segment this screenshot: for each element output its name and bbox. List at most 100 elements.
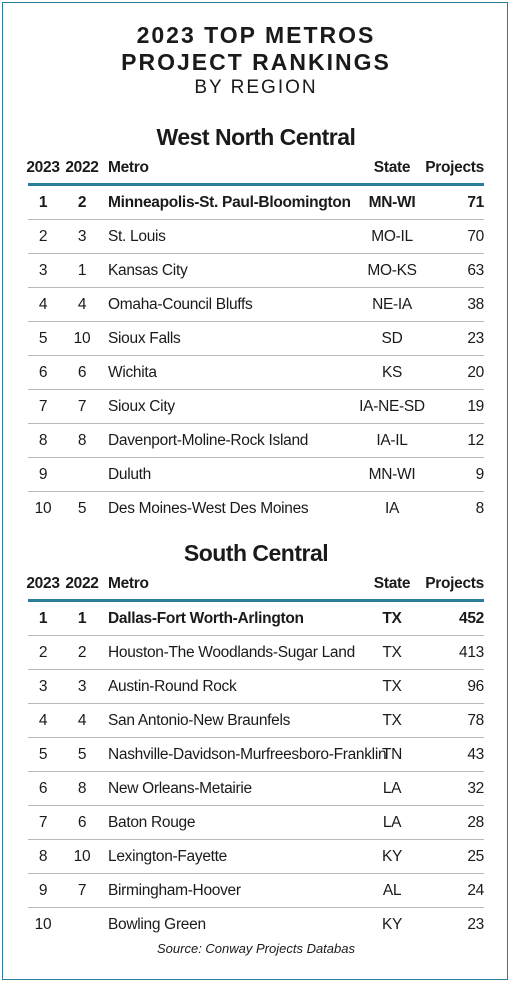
project-count: 71 [467, 193, 484, 211]
state: KY [381, 915, 403, 933]
rank-2023: 2 [38, 643, 48, 661]
table-row: 4 4 San Antonio-New Braunfels TX 78 [28, 704, 484, 738]
col-header-state: State [373, 159, 411, 176]
metro-name: Sioux Falls [108, 329, 181, 347]
table-row: 9 Duluth MN-WI 9 [28, 458, 484, 492]
rank-2022 [64, 908, 100, 941]
rank-2022: 4 [77, 711, 87, 729]
table-row: 6 8 New Orleans-Metairie LA 32 [28, 772, 484, 806]
rank-2023: 5 [38, 329, 48, 347]
metro-name: St. Louis [108, 227, 166, 245]
rank-2023: 3 [38, 677, 48, 695]
rank-2022: 3 [77, 677, 87, 695]
table-row: 1 2 Minneapolis-St. Paul-Bloomington MN-WI 7… [28, 186, 484, 220]
subtitle: BY REGION [194, 77, 318, 98]
project-count: 413 [459, 643, 484, 661]
project-count: 28 [467, 813, 484, 831]
rank-2023: 7 [38, 397, 48, 415]
region-title: West North Central [156, 124, 356, 150]
rank-2022: 6 [77, 813, 87, 831]
state: MN-WI [368, 465, 416, 483]
table-row: 2 3 St. Louis MO-IL 70 [28, 220, 484, 254]
rank-2023: 2 [38, 227, 48, 245]
rankings-table: 2023 2022 Metro State Projects 1 2 Minneapolis-… [26, 157, 485, 525]
metro-name: Des Moines-West Des Moines [108, 499, 309, 517]
rank-2022: 10 [73, 847, 91, 865]
state: TX [382, 711, 402, 729]
table-header-row: 2023 2022 Metro State Projects [26, 573, 484, 602]
metro-name: Duluth [108, 465, 152, 483]
rank-2023: 5 [38, 745, 48, 763]
rank-2022: 3 [77, 227, 87, 245]
table-header-row: 2023 2022 Metro State Projects [26, 157, 484, 186]
table-row: 8 10 Lexington-Fayette KY 25 [28, 840, 484, 874]
col-header-metro: Metro [108, 575, 149, 592]
table-row: 3 3 Austin-Round Rock TX 96 [28, 670, 484, 704]
table-row: 9 7 Birmingham-Hoover AL 24 [28, 874, 484, 908]
project-count: 70 [467, 227, 484, 245]
metro-name: Kansas City [108, 261, 188, 279]
rank-2023: 4 [38, 295, 48, 313]
col-header-2023: 2023 [26, 575, 60, 592]
table-row: 2 2 Houston-The Woodlands-Sugar Land TX 413 [28, 636, 484, 670]
rank-2023: 8 [38, 431, 48, 449]
state: SD [381, 329, 403, 347]
state: LA [382, 813, 402, 831]
rank-2023: 4 [38, 711, 48, 729]
state: TX [382, 643, 402, 661]
table-row: 5 10 Sioux Falls SD 23 [28, 322, 484, 356]
metro-name: Omaha-Council Bluffs [108, 295, 253, 313]
state: KY [381, 847, 403, 865]
project-count: 24 [467, 881, 484, 899]
rank-2022: 2 [77, 193, 87, 211]
title-line-1: 2023 TOP METROS [136, 22, 376, 48]
col-header-projects: Projects [425, 159, 484, 176]
state: LA [382, 779, 402, 797]
metro-name: Davenport-Moline-Rock Island [108, 431, 309, 449]
col-header-2022: 2022 [65, 159, 99, 176]
rank-2022 [64, 458, 100, 491]
state: IA-NE-SD [359, 397, 425, 415]
rank-2023: 6 [38, 779, 48, 797]
rank-2023: 9 [38, 465, 48, 483]
rank-2022: 2 [77, 643, 87, 661]
metro-name: Sioux City [108, 397, 175, 415]
metro-name: Austin-Round Rock [108, 677, 237, 695]
table-row: 5 5 Nashville-Davidson-Murfreesboro-Frankl… [28, 738, 484, 772]
metro-name: New Orleans-Metairie [108, 779, 252, 797]
project-count: 78 [467, 711, 484, 729]
metro-name: Wichita [108, 363, 157, 381]
state: TX [382, 609, 402, 627]
table-row: 7 6 Baton Rouge LA 28 [28, 806, 484, 840]
col-header-metro: Metro [108, 159, 149, 176]
table-row: 10 5 Des Moines-West Des Moines IA 8 [28, 492, 485, 525]
rank-2022: 1 [77, 261, 87, 279]
state: IA [384, 499, 400, 517]
state: MN-WI [368, 193, 416, 211]
project-count: 25 [467, 847, 484, 865]
col-header-2023: 2023 [26, 159, 60, 176]
rank-2022: 10 [73, 329, 91, 347]
project-count: 32 [467, 779, 484, 797]
rank-2022: 5 [77, 499, 87, 517]
project-count: 19 [467, 397, 484, 415]
title-line-2: PROJECT RANKINGS [121, 49, 391, 75]
project-count: 20 [467, 363, 484, 381]
metro-name: Nashville-Davidson-Murfreesboro-Franklin [108, 745, 387, 763]
rank-2023: 8 [38, 847, 48, 865]
rank-2022: 7 [77, 881, 87, 899]
table-row: 10 Bowling Green KY 23 [28, 908, 485, 941]
table-row: 3 1 Kansas City MO-KS 63 [28, 254, 484, 288]
metro-name: Baton Rouge [108, 813, 196, 831]
state: IA-IL [376, 431, 408, 449]
state: MO-IL [371, 227, 413, 245]
project-count: 38 [467, 295, 484, 313]
metro-name: Lexington-Fayette [108, 847, 227, 865]
project-count: 23 [467, 915, 484, 933]
table-row: 4 4 Omaha-Council Bluffs NE-IA 38 [28, 288, 484, 322]
state: NE-IA [372, 295, 412, 313]
state: AL [382, 881, 402, 899]
state: KS [381, 363, 403, 381]
rank-2023: 9 [38, 881, 48, 899]
metro-name: Houston-The Woodlands-Sugar Land [108, 643, 355, 661]
